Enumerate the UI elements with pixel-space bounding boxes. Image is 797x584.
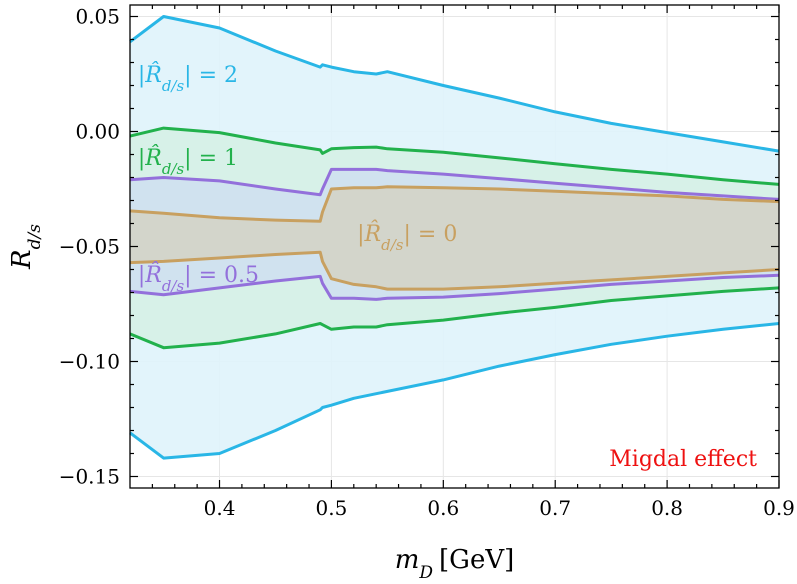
- band-upper-line-1: [129, 126, 780, 186]
- band-label-0: |R̂d/s| = 0: [357, 221, 457, 254]
- y-tick-label-0: 0.05: [75, 5, 120, 29]
- band-lower-line-0: [129, 322, 780, 460]
- y-axis-title: Rd/s: [7, 224, 45, 270]
- band-lower-line-2: [129, 273, 780, 301]
- band-upper-line-2: [129, 167, 780, 201]
- tick-labels: 0.4 0.5 0.6 0.7 0.8 0.9 0.05 0.00 −0.05 −0.10 −0.1…: [59, 5, 795, 521]
- band-lines: [129, 15, 780, 460]
- band-label-1: |R̂d/s| = 1: [138, 145, 238, 178]
- band-label-2: |R̂d/s| = 2: [138, 62, 238, 95]
- x-tick-label-5: 0.9: [763, 496, 795, 520]
- x-tick-label-1: 0.5: [316, 496, 348, 520]
- plot-frame: [129, 4, 780, 489]
- x-tick-label-4: 0.8: [651, 496, 683, 520]
- y-tick-label-1: 0.00: [75, 120, 120, 144]
- y-tick-label-3: −0.10: [59, 350, 120, 374]
- band-lower-line-1: [129, 286, 780, 350]
- x-tick-label-2: 0.6: [427, 496, 459, 520]
- band-upper-line-0: [129, 15, 780, 153]
- y-tick-label-4: −0.15: [59, 465, 120, 489]
- x-tick-label-0: 0.4: [204, 496, 236, 520]
- x-tick-label-3: 0.7: [539, 496, 571, 520]
- band-label-0.5: |R̂d/s| = 0.5: [138, 262, 259, 295]
- band-fill-3: [130, 186, 779, 290]
- band-lower-line-3: [129, 250, 780, 291]
- migdal-annotation: Migdal effect: [609, 447, 757, 472]
- y-tick-label-2: −0.05: [59, 235, 120, 259]
- band-upper-line-3: [129, 185, 780, 223]
- axis-ticks: [130, 5, 780, 488]
- band-fills: [130, 16, 779, 459]
- x-axis-title: mD [GeV]: [395, 545, 515, 583]
